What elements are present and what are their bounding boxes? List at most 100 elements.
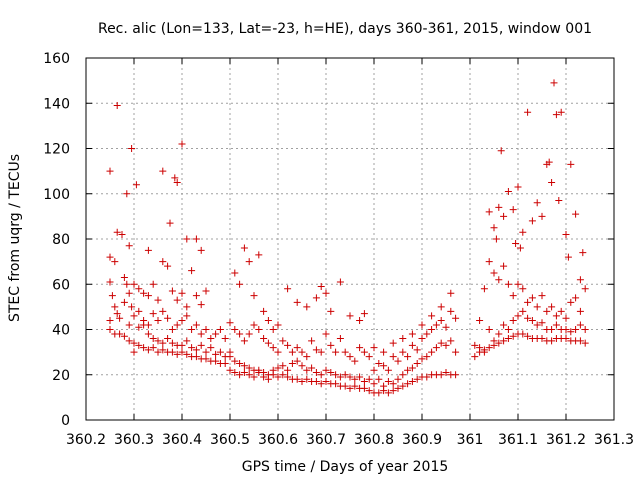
- x-tick-label: 360.8: [354, 432, 394, 448]
- data-point: [579, 249, 587, 257]
- data-point: [123, 190, 131, 198]
- data-point: [197, 246, 205, 254]
- data-point: [192, 235, 200, 243]
- data-point: [120, 332, 128, 340]
- data-point: [512, 240, 520, 248]
- data-point: [216, 348, 224, 356]
- data-point: [166, 219, 174, 227]
- data-point: [567, 328, 575, 336]
- data-point: [423, 330, 431, 338]
- data-point: [159, 307, 167, 315]
- data-point: [308, 337, 316, 345]
- data-point: [567, 298, 575, 306]
- data-point: [284, 341, 292, 349]
- data-point: [545, 158, 553, 166]
- data-point: [178, 341, 186, 349]
- y-tick-label: 160: [43, 51, 70, 67]
- data-point: [106, 278, 114, 286]
- data-point: [519, 285, 527, 293]
- data-point: [255, 368, 263, 376]
- data-point: [519, 330, 527, 338]
- data-point: [437, 303, 445, 311]
- data-point: [365, 353, 373, 361]
- data-point: [495, 339, 503, 347]
- data-point: [504, 326, 512, 333]
- data-point: [516, 244, 524, 252]
- data-point: [408, 364, 416, 372]
- data-point: [130, 348, 138, 356]
- data-point: [303, 303, 311, 311]
- axis-ticks: [85, 57, 615, 421]
- data-point: [380, 362, 388, 370]
- data-point: [346, 312, 354, 320]
- x-tick-label: 360.5: [210, 432, 250, 448]
- data-point: [226, 366, 234, 374]
- data-point: [552, 312, 560, 320]
- data-point: [173, 321, 181, 329]
- data-point: [231, 269, 239, 277]
- data-point: [106, 316, 114, 324]
- data-point: [322, 366, 330, 374]
- data-point: [226, 353, 234, 361]
- data-point: [212, 357, 220, 365]
- data-point: [245, 258, 253, 266]
- data-point: [173, 178, 181, 186]
- data-point: [514, 312, 522, 320]
- data-point: [351, 357, 359, 365]
- data-point: [370, 380, 378, 388]
- data-point: [111, 258, 119, 266]
- data-point: [106, 326, 114, 333]
- data-point: [240, 337, 248, 345]
- data-point: [236, 359, 244, 367]
- data-point: [423, 373, 431, 381]
- data-point: [171, 174, 179, 182]
- data-point: [250, 373, 258, 381]
- data-point: [375, 359, 383, 367]
- data-point: [399, 335, 407, 343]
- data-point: [365, 387, 373, 395]
- x-tick-labels: 360.2 360.3 360.4 360.5 360.6 360.7 360.8 360.9…: [66, 432, 634, 448]
- data-point: [106, 167, 114, 175]
- data-point: [317, 380, 325, 388]
- data-point: [154, 296, 162, 304]
- data-point: [485, 258, 493, 266]
- data-point: [495, 330, 503, 338]
- data-point: [351, 382, 359, 390]
- data-point: [356, 373, 364, 381]
- data-point: [123, 280, 131, 288]
- x-tick-label: 360.7: [306, 432, 346, 448]
- data-point: [173, 350, 181, 358]
- data-point: [346, 353, 354, 361]
- data-point: [113, 102, 121, 110]
- data-point: [538, 335, 546, 343]
- data-point: [394, 357, 402, 365]
- data-point: [322, 330, 330, 338]
- data-point: [183, 350, 191, 358]
- data-point: [500, 337, 508, 345]
- data-point: [567, 160, 575, 168]
- data-point: [130, 339, 138, 347]
- data-point: [408, 330, 416, 338]
- data-point: [495, 276, 503, 284]
- x-tick-label: 361.1: [498, 432, 538, 448]
- data-point: [264, 316, 272, 324]
- data-point: [240, 244, 248, 252]
- data-point: [322, 289, 330, 297]
- data-point: [240, 362, 248, 370]
- data-point: [183, 303, 191, 311]
- data-point: [413, 375, 421, 383]
- data-point: [236, 371, 244, 379]
- data-point: [231, 357, 239, 365]
- data-point: [428, 326, 436, 333]
- data-point: [125, 321, 133, 329]
- data-point: [404, 353, 412, 361]
- data-point: [159, 167, 167, 175]
- data-point: [159, 258, 167, 266]
- y-tick-label: 0: [61, 413, 70, 429]
- data-point: [524, 332, 532, 340]
- data-point: [548, 337, 556, 345]
- data-point: [202, 326, 210, 333]
- data-point: [514, 280, 522, 288]
- data-point: [452, 348, 460, 356]
